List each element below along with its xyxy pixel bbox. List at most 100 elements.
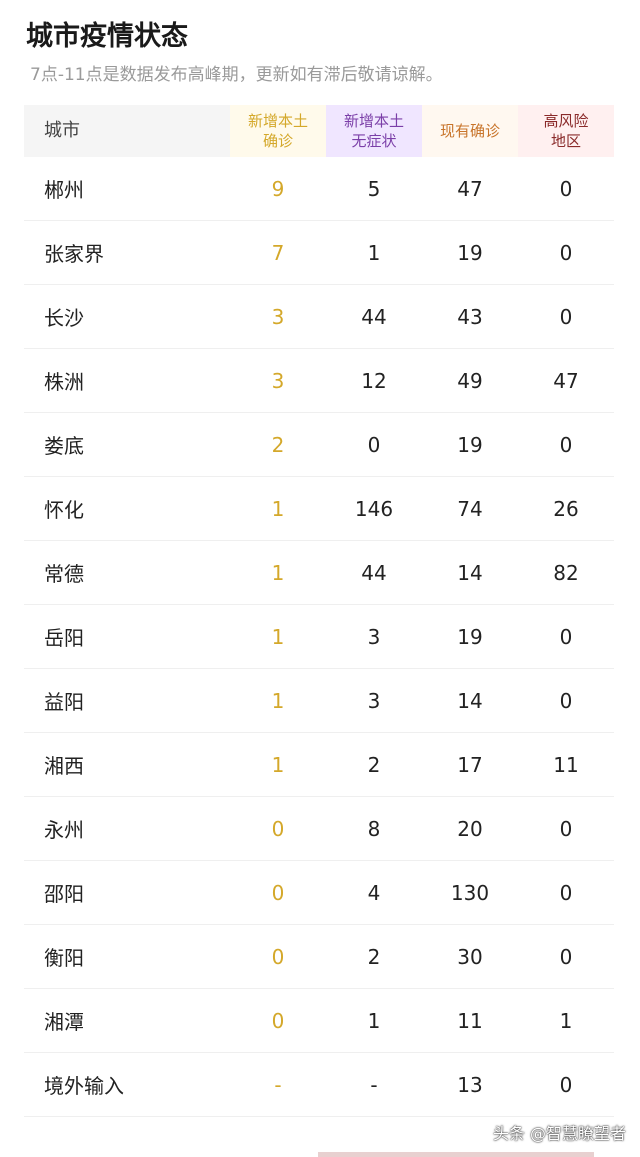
cell-city: 株洲 (44, 370, 84, 394)
cell-high-risk: 0 (559, 304, 573, 329)
cell-high-risk: 0 (559, 688, 573, 713)
cell-new-confirmed: 9 (271, 176, 285, 201)
cell-high-risk: 82 (553, 560, 579, 585)
table-row[interactable]: 常德 1 44 14 82 (24, 541, 614, 605)
table-row[interactable]: 岳阳 1 3 19 0 (24, 605, 614, 669)
table-row[interactable]: 永州 0 8 20 0 (24, 797, 614, 861)
cell-city: 张家界 (44, 242, 104, 266)
cell-current-confirmed: 130 (450, 880, 490, 905)
cell-city: 境外输入 (44, 1074, 124, 1098)
cell-new-asymptomatic: 1 (367, 1008, 381, 1033)
cell-new-confirmed: 0 (271, 1008, 285, 1033)
cell-new-asymptomatic: 44 (361, 560, 387, 585)
cell-city: 怀化 (44, 498, 84, 522)
cell-high-risk: 0 (559, 816, 573, 841)
cell-high-risk: 11 (553, 752, 579, 777)
cell-high-risk: 0 (559, 944, 573, 969)
cell-new-confirmed: - (274, 1072, 282, 1097)
header-current-confirmed[interactable]: 现有确诊 (422, 105, 518, 157)
city-status-table: 城市 新增本土 确诊 新增本土 无症状 现有确诊 高风险 地区 郴州 9 5 47 0 张… (24, 105, 614, 1117)
cell-city: 永州 (44, 818, 84, 842)
header-new-confirmed[interactable]: 新增本土 确诊 (230, 105, 326, 157)
cell-new-confirmed: 3 (271, 304, 285, 329)
cell-new-asymptomatic: 1 (367, 240, 381, 265)
table-body: 郴州 9 5 47 0 张家界 7 1 19 0 长沙 3 44 43 0 株洲 3 12 49 47 娄底 2 0 19 0 怀… (24, 157, 614, 1117)
cell-new-asymptomatic: 2 (367, 752, 381, 777)
table-row[interactable]: 怀化 1 146 74 26 (24, 477, 614, 541)
cell-current-confirmed: 20 (457, 816, 483, 841)
cell-current-confirmed: 14 (457, 560, 483, 585)
cell-city: 岳阳 (44, 626, 84, 650)
cell-city: 郴州 (44, 178, 84, 202)
cell-current-confirmed: 43 (457, 304, 483, 329)
table-row[interactable]: 湘西 1 2 17 11 (24, 733, 614, 797)
header-city: 城市 (24, 105, 230, 157)
cell-new-confirmed: 1 (271, 688, 285, 713)
cell-current-confirmed: 74 (457, 496, 483, 521)
cell-new-asymptomatic: 44 (361, 304, 387, 329)
cell-current-confirmed: 19 (457, 624, 483, 649)
cell-new-asymptomatic: 0 (367, 432, 381, 457)
header-high-risk[interactable]: 高风险 地区 (518, 105, 614, 157)
cell-new-confirmed: 7 (271, 240, 285, 265)
cell-city: 邵阳 (44, 882, 84, 906)
cell-city: 湘西 (44, 754, 84, 778)
cell-high-risk: 0 (559, 432, 573, 457)
page-subtitle: 7点-11点是数据发布高峰期，更新如有滞后敬请谅解。 (30, 65, 443, 85)
table-row[interactable]: 邵阳 0 4 130 0 (24, 861, 614, 925)
header-new-asymptomatic[interactable]: 新增本土 无症状 (326, 105, 422, 157)
cell-new-confirmed: 2 (271, 432, 285, 457)
cell-high-risk: 0 (559, 1072, 573, 1097)
cell-new-confirmed: 1 (271, 752, 285, 777)
cell-new-asymptomatic: 146 (354, 496, 394, 521)
table-row[interactable]: 衡阳 0 2 30 0 (24, 925, 614, 989)
cell-new-confirmed: 1 (271, 496, 285, 521)
cell-new-asymptomatic: 5 (367, 176, 381, 201)
table-header: 城市 新增本土 确诊 新增本土 无症状 现有确诊 高风险 地区 (24, 105, 614, 157)
watermark: 头条 @智慧瞭望者 (492, 1124, 626, 1143)
table-row[interactable]: 湘潭 0 1 11 1 (24, 989, 614, 1053)
cell-new-confirmed: 1 (271, 624, 285, 649)
cell-new-asymptomatic: - (370, 1072, 378, 1097)
cell-high-risk: 0 (559, 240, 573, 265)
table-row[interactable]: 益阳 1 3 14 0 (24, 669, 614, 733)
cell-new-asymptomatic: 4 (367, 880, 381, 905)
cell-new-confirmed: 1 (271, 560, 285, 585)
cell-new-asymptomatic: 12 (361, 368, 387, 393)
cell-city: 湘潭 (44, 1010, 84, 1034)
cell-high-risk: 47 (553, 368, 579, 393)
cell-new-confirmed: 0 (271, 944, 285, 969)
cell-new-confirmed: 0 (271, 880, 285, 905)
cell-current-confirmed: 49 (457, 368, 483, 393)
cell-current-confirmed: 47 (457, 176, 483, 201)
cell-new-asymptomatic: 3 (367, 688, 381, 713)
cell-new-asymptomatic: 3 (367, 624, 381, 649)
table-row[interactable]: 长沙 3 44 43 0 (24, 285, 614, 349)
cell-city: 长沙 (44, 306, 84, 330)
cell-current-confirmed: 13 (457, 1072, 483, 1097)
cell-city: 益阳 (44, 690, 84, 714)
cell-high-risk: 0 (559, 624, 573, 649)
table-row[interactable]: 株洲 3 12 49 47 (24, 349, 614, 413)
cell-high-risk: 1 (559, 1008, 573, 1033)
cell-new-asymptomatic: 8 (367, 816, 381, 841)
cell-current-confirmed: 14 (457, 688, 483, 713)
cell-current-confirmed: 11 (457, 1008, 483, 1033)
cell-new-confirmed: 0 (271, 816, 285, 841)
table-row[interactable]: 郴州 9 5 47 0 (24, 157, 614, 221)
cell-new-confirmed: 3 (271, 368, 285, 393)
table-row[interactable]: 境外输入 - - 13 0 (24, 1053, 614, 1117)
cell-current-confirmed: 30 (457, 944, 483, 969)
cell-current-confirmed: 19 (457, 432, 483, 457)
bottom-bar (318, 1152, 594, 1157)
cell-high-risk: 0 (559, 880, 573, 905)
page-title: 城市疫情状态 (26, 21, 188, 52)
table-row[interactable]: 张家界 7 1 19 0 (24, 221, 614, 285)
cell-city: 娄底 (44, 434, 84, 458)
cell-new-asymptomatic: 2 (367, 944, 381, 969)
cell-high-risk: 0 (559, 176, 573, 201)
cell-city: 常德 (44, 562, 84, 586)
cell-city: 衡阳 (44, 946, 84, 970)
table-row[interactable]: 娄底 2 0 19 0 (24, 413, 614, 477)
cell-current-confirmed: 17 (457, 752, 483, 777)
